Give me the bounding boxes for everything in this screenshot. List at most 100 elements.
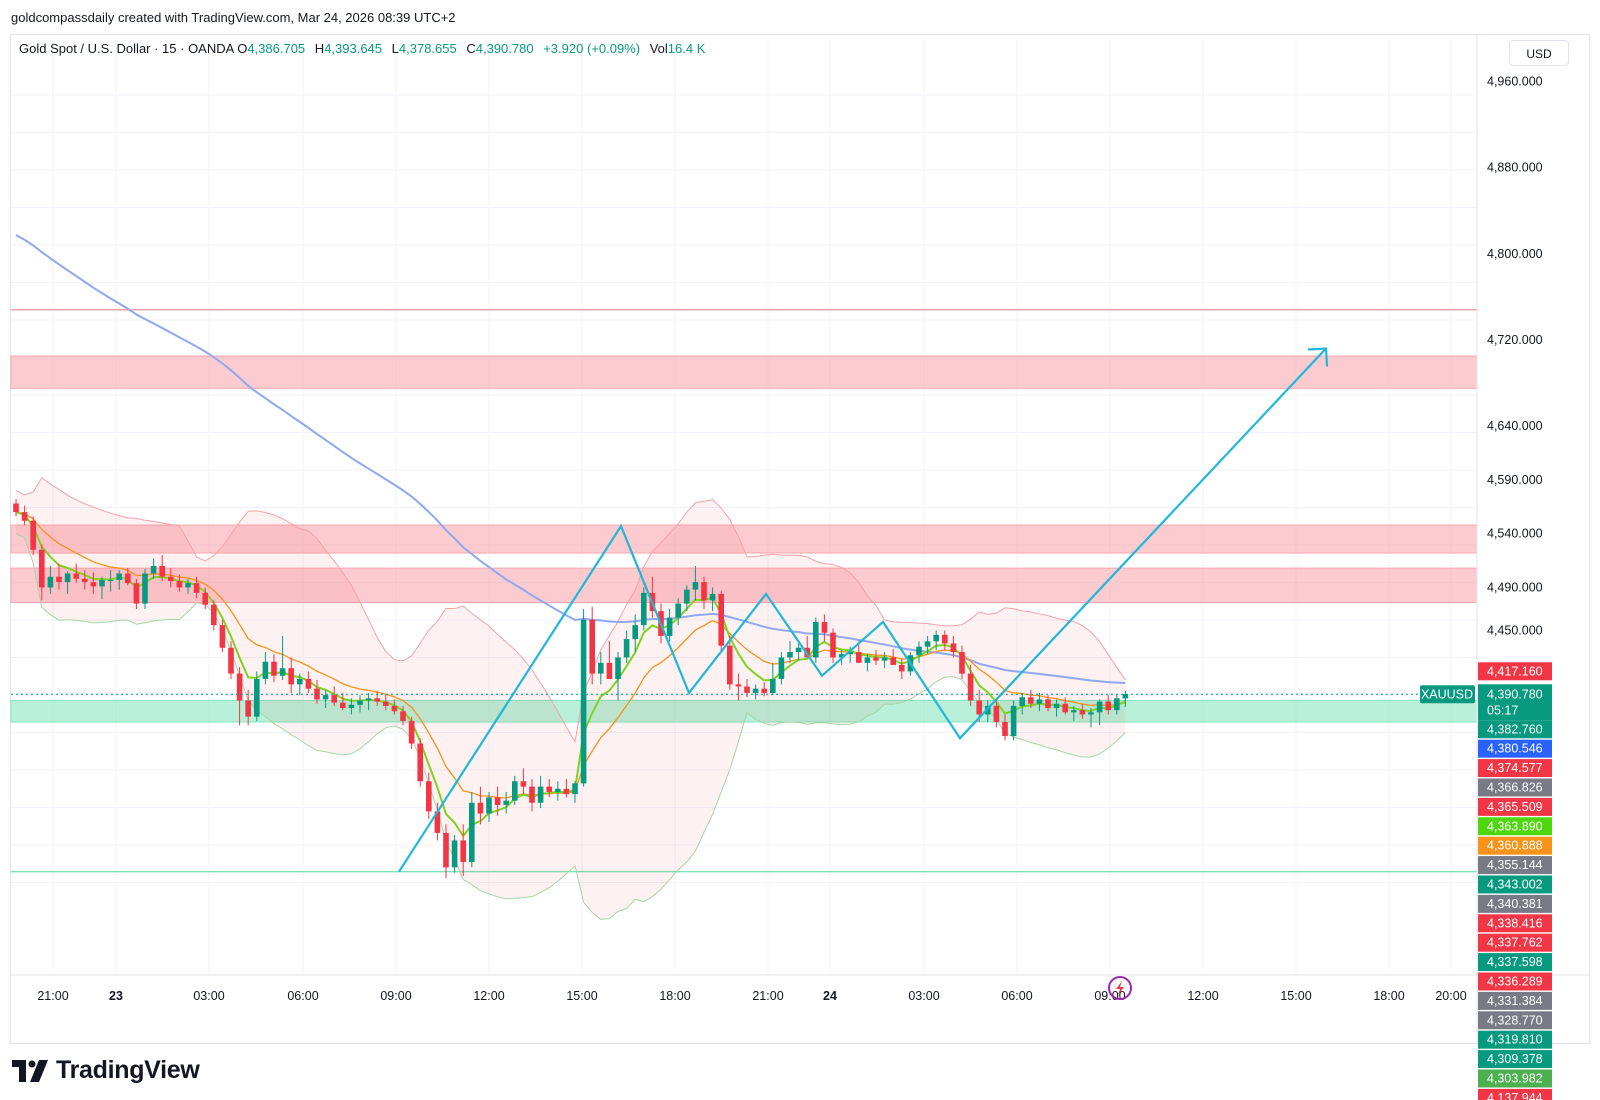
candle-body <box>494 797 501 805</box>
candle-body <box>1036 699 1043 704</box>
price-tag-label: 4,137.944 <box>1487 1091 1543 1100</box>
candle-body <box>322 695 329 700</box>
candle-body <box>228 647 234 674</box>
time-tick-label: 20:00 <box>1435 989 1466 1003</box>
candle-body <box>211 604 217 626</box>
price-tick-label: 4,490.000 <box>1487 580 1543 594</box>
price-tag <box>1478 720 1552 739</box>
price-tag-label: 4,340.381 <box>1487 897 1543 911</box>
candle-body <box>623 639 630 658</box>
price-tag-label: 4,336.289 <box>1487 974 1543 988</box>
candle-body <box>744 686 750 693</box>
candle-body <box>30 520 36 550</box>
price-tag <box>1478 1011 1552 1030</box>
time-tick-label: 12:00 <box>1187 989 1218 1003</box>
tradingview-logo[interactable]: TradingView <box>12 1056 200 1085</box>
candle-body <box>383 701 389 706</box>
open-label: O <box>237 41 248 56</box>
mid-ema-line <box>15 511 1126 799</box>
candle-body <box>47 576 54 588</box>
candle-body <box>64 573 71 583</box>
price-tag-label: 4,343.002 <box>1487 877 1543 891</box>
candle-body <box>563 788 570 795</box>
slow-ma-line <box>15 234 1126 685</box>
ohlc-legend: Gold Spot / U.S. Dollar · 15 · OANDA O 4,… <box>19 41 711 56</box>
candle-body <box>967 673 974 701</box>
candle-body <box>1019 697 1025 706</box>
price-tag-label: 4,331.384 <box>1487 994 1543 1008</box>
tradingview-logo-text: TradingView <box>56 1056 200 1084</box>
price-tag <box>1478 836 1552 855</box>
current-price-label: 4,390.780 <box>1487 687 1543 701</box>
price-tick-label: 4,590.000 <box>1487 473 1543 487</box>
fast-ema-line <box>15 511 1126 838</box>
moving-averages <box>15 234 1126 838</box>
time-tick-label: 21:00 <box>752 989 783 1003</box>
candle-body <box>125 573 131 584</box>
price-tag <box>1478 797 1552 816</box>
currency-selector[interactable]: USD <box>1509 40 1569 66</box>
time-tick-label: 18:00 <box>1373 989 1404 1003</box>
price-tag <box>1478 778 1552 797</box>
candle-body <box>1114 698 1120 711</box>
price-tag <box>1478 1030 1552 1049</box>
time-tick-label: 12:00 <box>473 989 504 1003</box>
projection-line <box>398 347 1327 873</box>
candle-body <box>976 700 982 715</box>
candle-body <box>813 621 819 658</box>
candle-body <box>434 811 441 833</box>
symbol-title[interactable]: Gold Spot / U.S. Dollar · 15 · OANDA <box>19 41 234 56</box>
candle-body <box>666 617 673 636</box>
candle-body <box>374 698 380 702</box>
resistance-zone <box>10 524 1478 554</box>
candle-body <box>1088 712 1094 715</box>
candle-body <box>254 678 260 717</box>
lightning-icon[interactable] <box>1108 976 1132 1000</box>
price-tag-label: 4,374.577 <box>1487 761 1543 775</box>
time-tick-label: 03:00 <box>908 989 939 1003</box>
candle-body <box>297 678 303 685</box>
candle-body <box>770 678 776 693</box>
countdown-label: 05:17 <box>1487 703 1518 717</box>
price-tags: XAUUSD 4,390.780 05:17 4,417.160 4,382.760 4,… <box>1420 662 1552 1100</box>
time-tick-label: 18:00 <box>659 989 690 1003</box>
candle-body <box>735 684 742 687</box>
candle-body <box>202 592 208 605</box>
candle-body <box>580 619 587 784</box>
price-tag-label: 4,366.826 <box>1487 780 1543 794</box>
time-tick-label: 09:00 <box>380 989 411 1003</box>
price-tag <box>1478 991 1552 1010</box>
candle-body <box>1053 703 1060 709</box>
candle-body <box>950 643 957 653</box>
price-tag-label: 4,337.598 <box>1487 955 1543 969</box>
candle-body <box>864 657 871 663</box>
symbol-tag <box>1420 685 1475 704</box>
price-tag-label: 4,338.416 <box>1487 916 1543 930</box>
candle-body <box>632 625 638 640</box>
price-tick-label: 4,720.000 <box>1487 333 1543 347</box>
candle-body <box>572 783 578 795</box>
price-tag-label: 4,382.760 <box>1487 722 1543 736</box>
price-tick-label: 4,800.000 <box>1487 247 1543 261</box>
high-label: H <box>314 41 325 56</box>
candle-body <box>692 582 699 590</box>
candle-body <box>529 786 535 803</box>
candle-body <box>830 632 836 658</box>
low-value: 4,378.655 <box>398 41 457 56</box>
envelope-bands <box>15 476 1126 921</box>
price-tag <box>1478 894 1552 913</box>
candle-body <box>443 832 449 868</box>
candle-body <box>365 698 372 701</box>
price-tag-label: 4,309.378 <box>1487 1052 1543 1066</box>
candle-body <box>219 625 226 648</box>
candle-body <box>142 573 148 604</box>
candle-body <box>426 781 432 812</box>
candlesticks <box>13 499 1129 879</box>
price-tick-label: 4,640.000 <box>1487 419 1543 433</box>
candle-body <box>417 743 423 782</box>
time-tick-label: 23 <box>109 989 123 1003</box>
candle-body <box>512 781 518 801</box>
price-tag <box>1478 662 1552 681</box>
candle-body <box>21 512 28 521</box>
